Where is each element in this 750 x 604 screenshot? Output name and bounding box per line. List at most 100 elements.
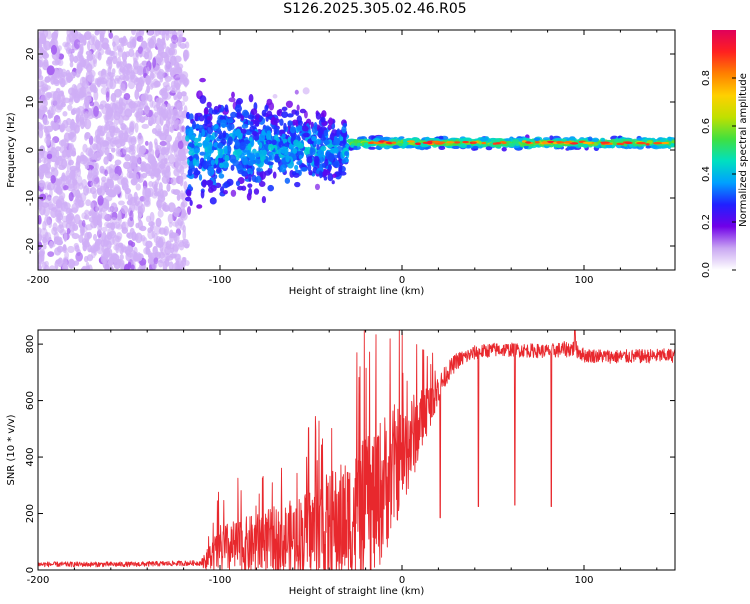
noise-cell	[38, 109, 42, 119]
noise-cell	[60, 68, 67, 78]
noise-cell	[164, 62, 172, 73]
noise-cell	[102, 253, 109, 263]
transition-cell	[223, 189, 228, 195]
snr-ytick-label: 400	[25, 448, 36, 467]
transition-cell	[230, 164, 235, 171]
noise-cell	[84, 242, 90, 248]
noise-cell	[162, 123, 170, 135]
noise-cell	[129, 197, 137, 206]
noise-cell	[168, 261, 174, 270]
noise-cell	[38, 85, 46, 96]
noise-cell	[46, 153, 53, 160]
noise-cell	[63, 232, 68, 242]
transition-cell	[241, 123, 249, 129]
noise-cell	[118, 130, 124, 139]
transition-cell	[302, 87, 310, 95]
noise-cell	[73, 198, 81, 205]
noise-cell	[93, 90, 99, 101]
tone-peak-cell	[624, 141, 633, 145]
transition-cell	[247, 183, 253, 188]
noise-cell	[163, 154, 170, 161]
transition-cell	[323, 139, 330, 145]
transition-cell	[328, 117, 333, 126]
noise-cell	[149, 211, 155, 223]
noise-cell	[153, 225, 162, 235]
transition-cell	[263, 158, 269, 165]
transition-cell	[267, 184, 275, 192]
noise-cell	[163, 55, 172, 65]
tone-peak-cell	[659, 141, 670, 145]
spectrogram-xtick-label: -100	[209, 275, 232, 286]
noise-cell	[128, 48, 135, 58]
transition-cell	[268, 155, 272, 160]
tone-cell	[438, 145, 446, 151]
noise-cell	[62, 185, 69, 191]
transition-cell	[241, 170, 248, 177]
noise-cell	[62, 263, 69, 270]
noise-cell	[91, 167, 99, 178]
noise-cell	[69, 169, 76, 180]
snr-xtick-label: 0	[399, 575, 405, 586]
noise-cell	[129, 71, 136, 79]
transition-cell	[242, 164, 248, 169]
noise-cell	[77, 175, 83, 187]
noise-cell	[168, 108, 175, 119]
tone-cell	[592, 137, 599, 142]
transition-cell	[220, 119, 227, 129]
transition-cell	[327, 152, 335, 162]
transition-cell	[338, 164, 343, 173]
transition-cell	[327, 164, 332, 172]
noise-cell	[103, 147, 110, 156]
transition-cell	[341, 125, 347, 134]
transition-cell	[280, 146, 287, 154]
snr-ytick-label: 800	[25, 335, 36, 354]
noise-cell	[53, 80, 60, 87]
noise-cell	[178, 36, 183, 44]
noise-cell	[153, 80, 161, 88]
noise-cell	[50, 174, 56, 184]
figure-title: S126.2025.305.02.46.R05	[283, 1, 467, 17]
tone-cell	[645, 145, 652, 149]
noise-cell	[89, 101, 95, 107]
noise-cell	[112, 55, 118, 65]
noise-cell	[162, 110, 168, 120]
noise-cell	[118, 98, 124, 107]
transition-cell	[247, 167, 252, 173]
noise-cell	[107, 189, 116, 197]
noise-cell	[108, 164, 115, 173]
noise-cell	[48, 240, 54, 249]
tone-peak-cell	[564, 141, 573, 144]
transition-cell	[283, 122, 287, 132]
noise-cell	[44, 76, 51, 83]
tone-peak-cell	[616, 142, 625, 146]
transition-cell	[331, 148, 338, 154]
transition-cell	[256, 167, 262, 172]
transition-cell	[249, 121, 254, 127]
noise-cell	[38, 158, 42, 164]
transition-cell	[341, 159, 347, 164]
noise-cell	[108, 72, 116, 78]
noise-cell	[73, 260, 80, 266]
noise-cell	[179, 175, 184, 187]
noise-cell	[38, 164, 45, 171]
noise-cell	[161, 190, 168, 197]
noise-cell	[43, 206, 51, 217]
transition-cell	[344, 151, 349, 157]
noise-cell	[59, 123, 66, 132]
snr-frame	[37, 329, 676, 571]
transition-cell	[297, 150, 303, 156]
noise-cell	[73, 39, 81, 50]
transition-cell	[284, 177, 291, 184]
noise-cell	[52, 97, 61, 107]
transition-cell	[280, 164, 287, 173]
noise-cell	[165, 240, 172, 250]
noise-cell	[177, 140, 184, 150]
transition-cell	[186, 189, 192, 197]
tone-cell	[368, 146, 376, 150]
tone-cell	[613, 138, 621, 143]
noise-cell	[122, 114, 130, 121]
noise-cell	[120, 177, 129, 189]
transition-cell	[210, 184, 217, 192]
noise-cell	[172, 189, 181, 195]
